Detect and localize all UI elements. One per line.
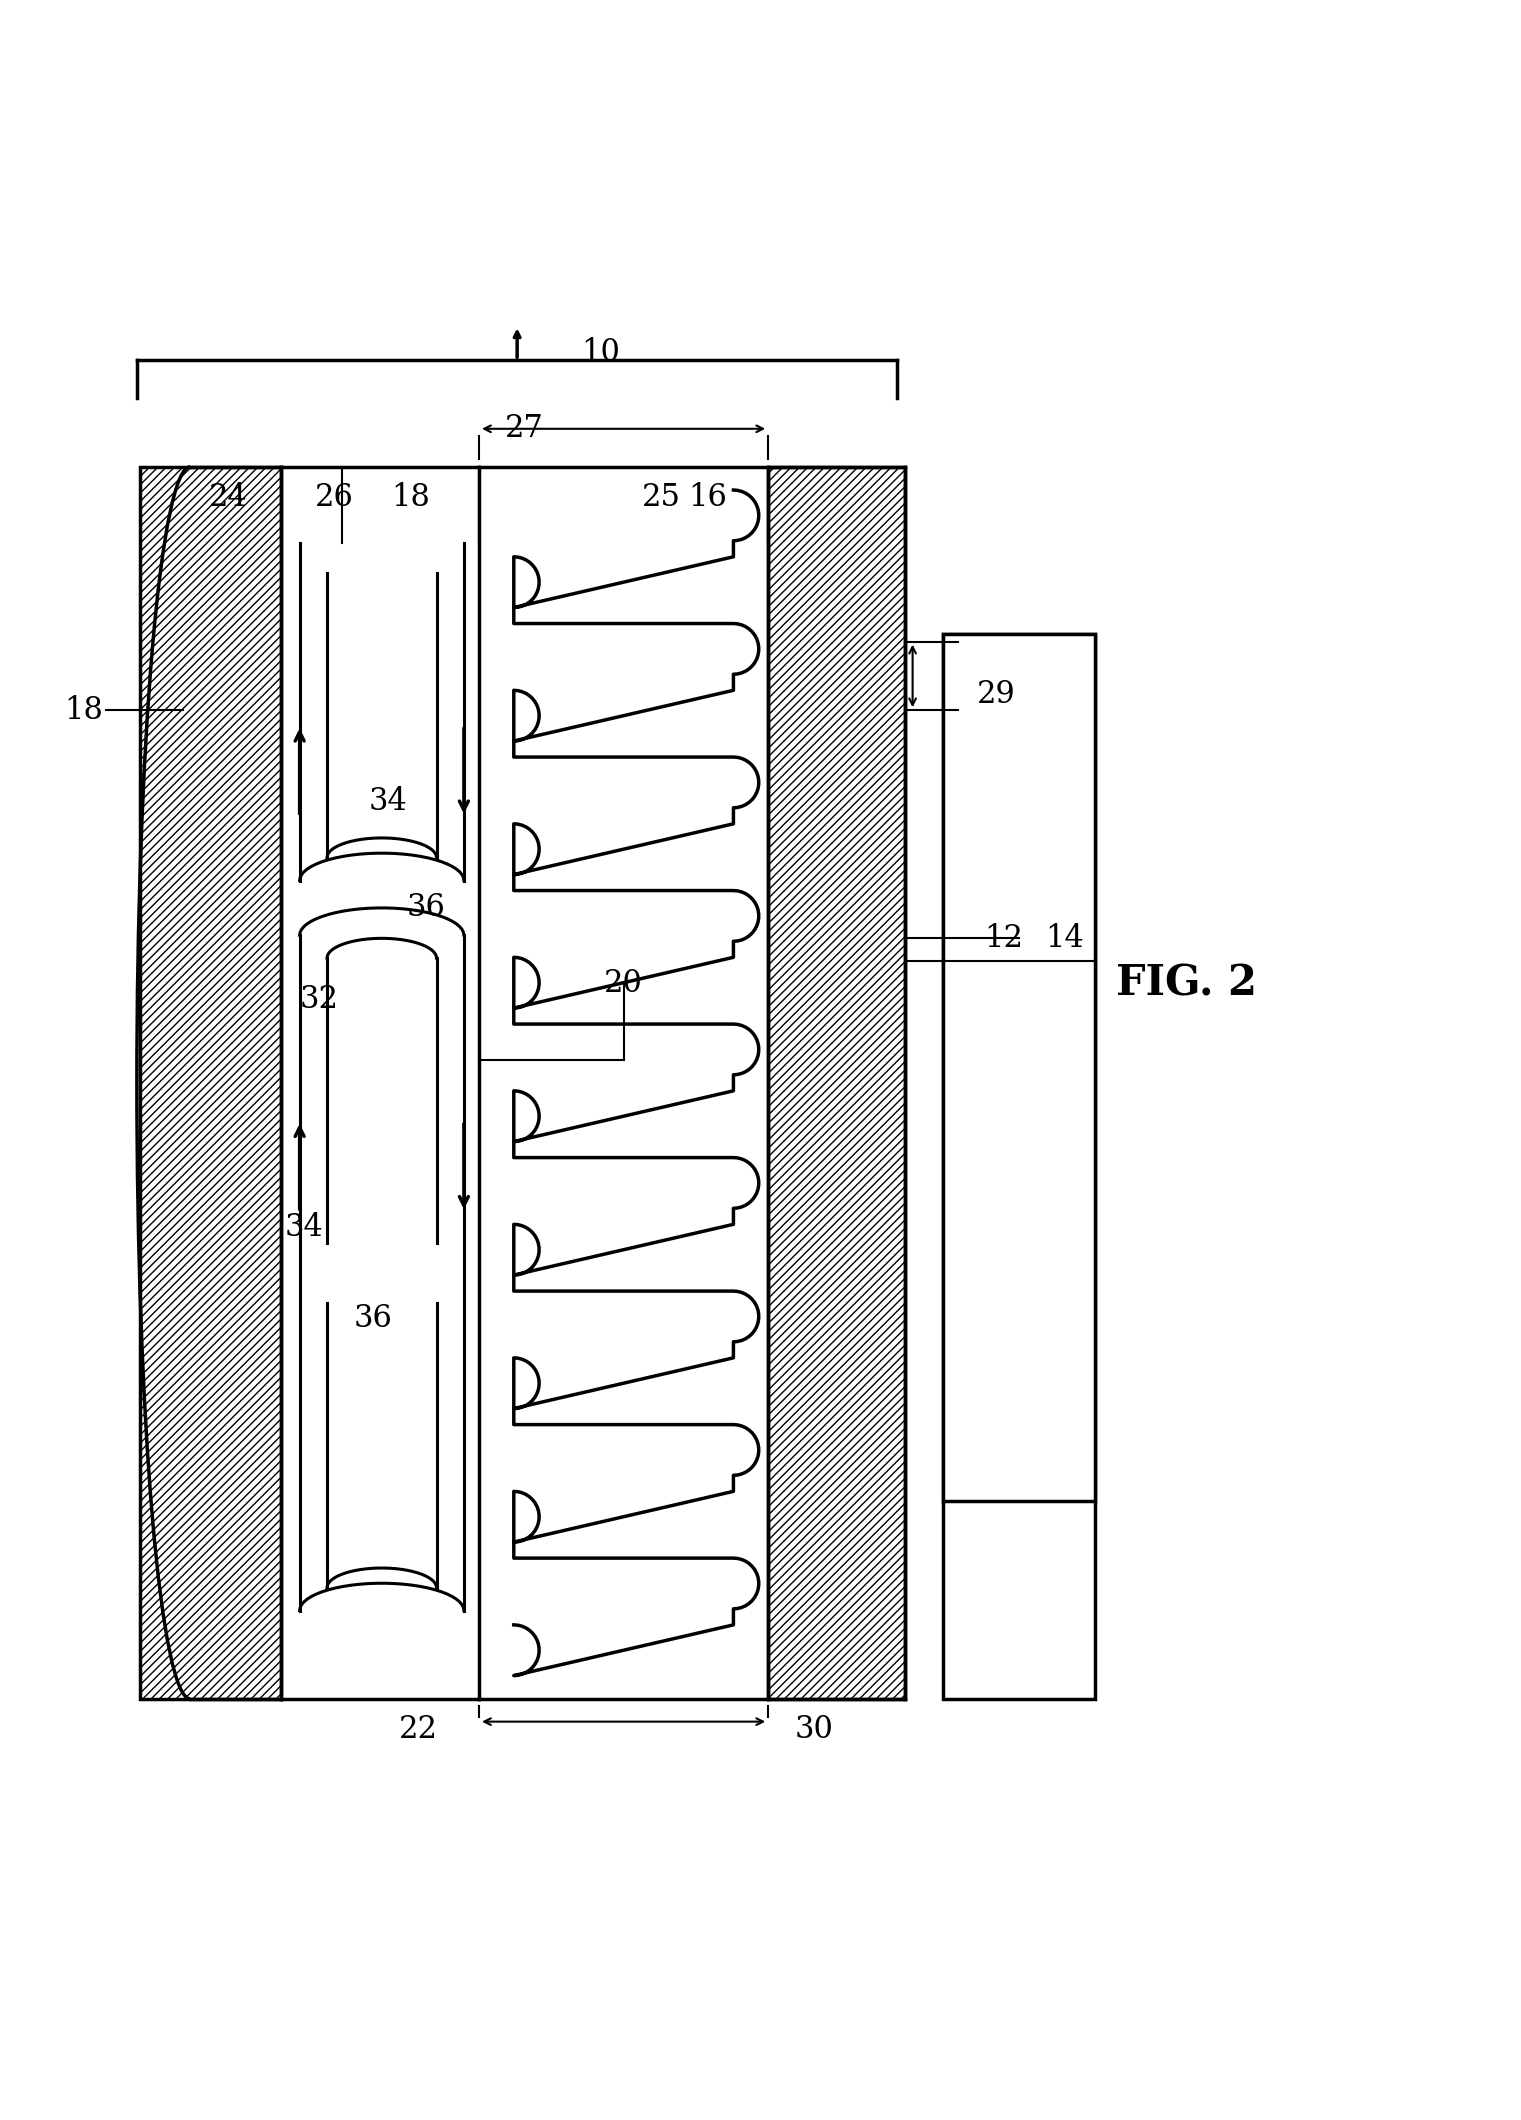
Text: 34: 34 <box>368 787 408 816</box>
Text: 20: 20 <box>604 969 643 999</box>
Text: 10: 10 <box>581 337 621 369</box>
Text: 18: 18 <box>64 695 103 725</box>
Text: 22: 22 <box>399 1713 438 1745</box>
Bar <box>140 466 281 1698</box>
Text: 30: 30 <box>794 1713 834 1745</box>
Text: 32: 32 <box>300 984 339 1015</box>
Bar <box>768 466 905 1698</box>
Text: 18: 18 <box>391 481 430 513</box>
Text: 26: 26 <box>315 481 354 513</box>
Bar <box>281 466 768 1698</box>
Bar <box>943 634 1095 1698</box>
Text: 14: 14 <box>1045 922 1084 954</box>
Text: 12: 12 <box>984 922 1024 954</box>
Text: 29: 29 <box>976 678 1016 710</box>
Text: 27: 27 <box>505 413 545 445</box>
Text: FIG. 2: FIG. 2 <box>1116 962 1256 1005</box>
Text: 34: 34 <box>284 1213 324 1242</box>
Text: 36: 36 <box>406 893 446 924</box>
Text: 16: 16 <box>687 481 727 513</box>
Text: 36: 36 <box>353 1304 392 1333</box>
Text: 25: 25 <box>642 481 681 513</box>
Text: 24: 24 <box>208 481 248 513</box>
Bar <box>943 634 1095 1501</box>
